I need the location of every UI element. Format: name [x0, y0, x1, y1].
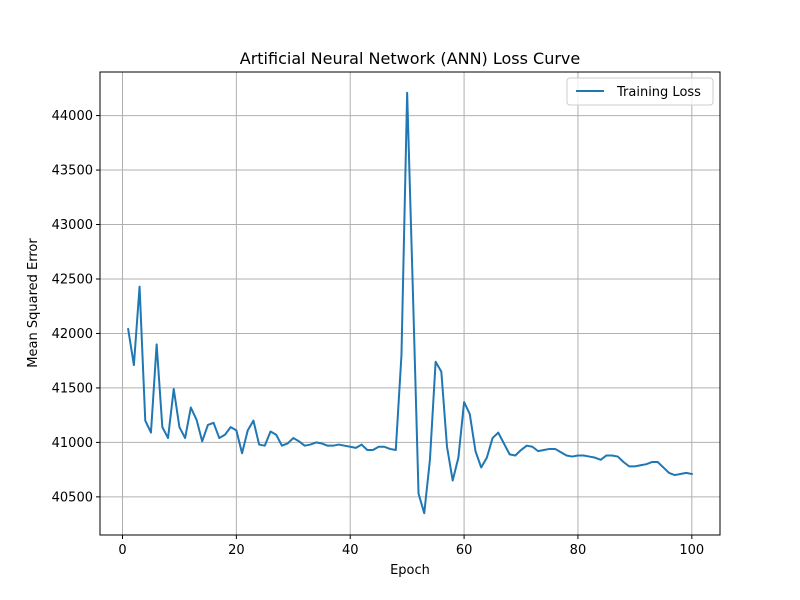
y-axis-ticks: 40500 41000 41500 42000 42500 43000 43500 44000: [52, 109, 100, 505]
x-tick-label: 60: [456, 543, 473, 558]
legend-box: [566, 77, 714, 106]
x-tick-label: 40: [342, 543, 359, 558]
grid-lines: [100, 72, 720, 535]
x-axis-ticks: 0 20 40 60 80 100: [118, 535, 704, 558]
x-axis-label: Epoch: [390, 563, 430, 578]
legend: Training Loss: [566, 77, 714, 106]
legend-label-training-loss: Training Loss: [616, 85, 701, 100]
y-tick-label: 43000: [52, 218, 93, 233]
y-tick-label: 41500: [52, 381, 93, 396]
axes-frame: [99, 71, 721, 536]
y-tick-label: 41000: [52, 436, 93, 451]
series-line-training-loss: [127, 91, 693, 515]
y-tick-label: 44000: [52, 109, 93, 124]
chart-title: Artificial Neural Network (ANN) Loss Cur…: [240, 49, 581, 68]
y-tick-label: 42000: [52, 327, 93, 342]
y-tick-label: 42500: [52, 272, 93, 287]
y-tick-label: 40500: [52, 490, 93, 505]
y-axis-label: Mean Squared Error: [26, 238, 41, 368]
x-tick-label: 20: [228, 543, 245, 558]
x-tick-label: 80: [570, 543, 587, 558]
series-layer: [127, 91, 693, 515]
x-tick-label: 100: [679, 543, 704, 558]
x-tick-label: 0: [118, 543, 126, 558]
y-tick-label: 43500: [52, 164, 93, 179]
